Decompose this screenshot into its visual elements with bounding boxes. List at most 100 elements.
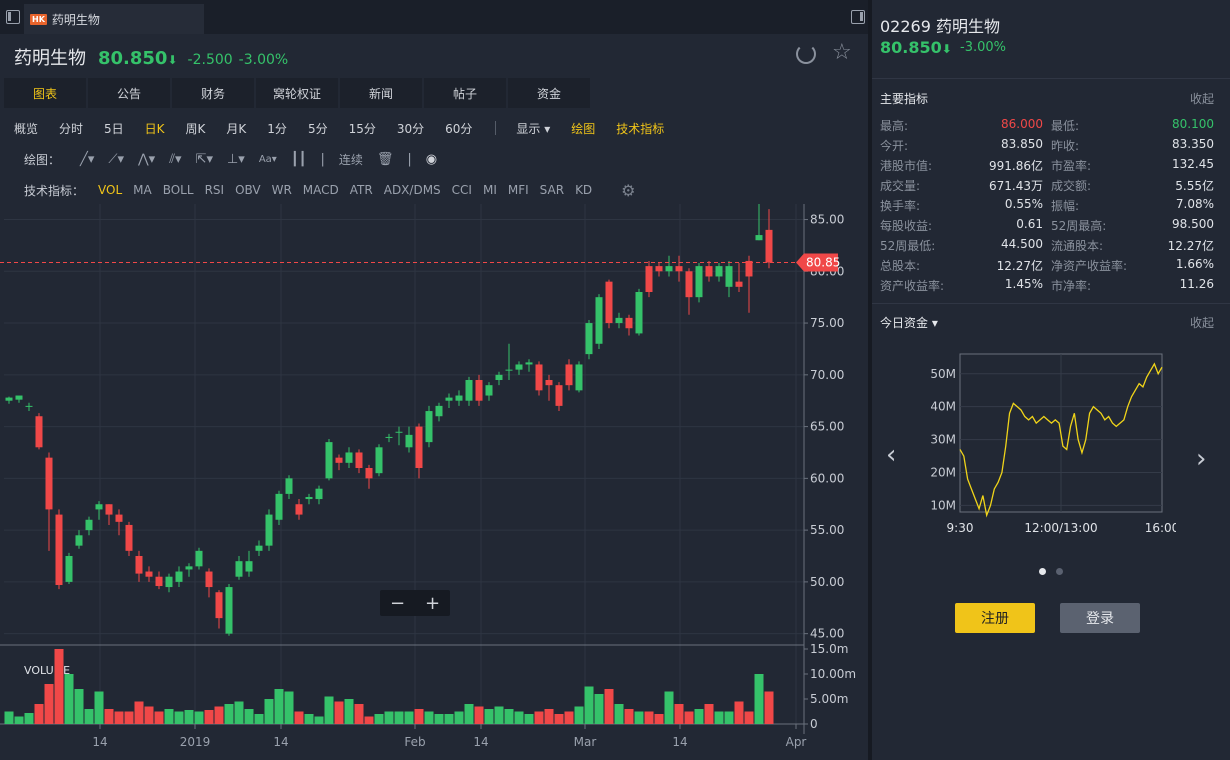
mini-y-label: 10M [930, 498, 956, 512]
measure-tool-icon[interactable]: ⊥▾ [226, 151, 245, 167]
volume-bar [254, 714, 264, 724]
candle-body [305, 496, 313, 500]
sidebar-toggle-icon[interactable] [6, 10, 20, 24]
period-5min[interactable]: 5分 [307, 121, 328, 136]
metric-label: 52周最低: [880, 238, 936, 253]
volume-bar [664, 691, 674, 724]
metric-cell: 成交额: 5.55亿 [1051, 177, 1214, 194]
candle-tool-icon[interactable]: ┃┃ [290, 151, 307, 167]
period-week-k[interactable]: 周K [185, 121, 206, 136]
arrow-tool-icon[interactable]: ⇱▾ [195, 151, 213, 167]
eye-icon[interactable]: ◉ [425, 151, 438, 167]
indicator-boll[interactable]: BOLL [162, 183, 194, 197]
candle-body [515, 364, 523, 370]
indicator-ma[interactable]: MA [133, 183, 152, 197]
display-dropdown[interactable]: 显示 ▾ [516, 121, 551, 136]
volume-bar [754, 674, 764, 724]
volume-bar [524, 714, 534, 724]
draw-button[interactable]: 绘图 [571, 121, 596, 136]
ray-tool-icon[interactable]: ⟋▾ [108, 151, 125, 167]
panel-toggle-icon[interactable] [851, 10, 865, 24]
candle-body [145, 571, 153, 577]
login-button[interactable]: 登录 [1060, 603, 1140, 633]
candlestick-chart[interactable]: 85.0080.0075.0070.0065.0060.0055.0050.00… [0, 204, 868, 760]
text-tool-icon[interactable]: Aa▾ [258, 153, 277, 165]
period-15min[interactable]: 15分 [348, 121, 376, 136]
channel-tool-icon[interactable]: ⫽▾ [169, 151, 182, 167]
indicator-sar[interactable]: SAR [539, 183, 565, 197]
candle-body [675, 266, 683, 272]
metric-cell: 今开: 83.850 [880, 137, 1051, 154]
gear-icon[interactable]: ⚙ [621, 180, 636, 200]
volume-bar [474, 706, 484, 724]
indicator-rsi[interactable]: RSI [204, 183, 225, 197]
metrics-row: 今开: 83.850 昨收: 83.350 [880, 135, 1214, 155]
volume-bar [484, 709, 494, 724]
fund-title[interactable]: 今日资金 ▾ [880, 316, 938, 330]
indicator-mfi[interactable]: MFI [507, 183, 529, 197]
indicator-wr[interactable]: WR [271, 183, 292, 197]
indicator-adx[interactable]: ADX/DMS [383, 183, 441, 197]
wave-tool-icon[interactable]: ⋀▾ [138, 151, 156, 167]
metrics-title: 主要指标 [880, 92, 929, 106]
trash-icon[interactable]: 🗑 [376, 151, 394, 167]
tab-warrants[interactable]: 窝轮权证 [256, 78, 338, 108]
continuous-toggle[interactable]: 连续 [338, 152, 363, 167]
indicator-macd[interactable]: MACD [302, 183, 339, 197]
x-tick-label: 14 [92, 735, 107, 749]
prev-arrow-icon[interactable]: ‹ [886, 440, 897, 470]
tab-chart[interactable]: 图表 [4, 78, 86, 108]
tab-announcements[interactable]: 公告 [88, 78, 170, 108]
volume-bar [324, 696, 334, 724]
carousel-dot[interactable] [1056, 568, 1063, 575]
period-60min[interactable]: 60分 [445, 121, 473, 136]
period-overview[interactable]: 概览 [14, 121, 39, 136]
period-30min[interactable]: 30分 [396, 121, 425, 136]
candle-body [285, 478, 293, 494]
metric-value: 991.86亿 [989, 158, 1043, 173]
indicator-obv[interactable]: OBV [235, 183, 261, 197]
refresh-icon[interactable] [796, 44, 816, 64]
volume-bar [74, 689, 84, 724]
line-tool-icon[interactable]: ╱▾ [80, 151, 95, 167]
metric-label: 流通股本: [1051, 238, 1104, 253]
volume-bar [64, 674, 74, 724]
period-timeshare[interactable]: 分时 [59, 121, 84, 136]
mini-y-label: 20M [930, 466, 956, 480]
period-5day[interactable]: 5日 [104, 121, 124, 136]
star-icon[interactable]: ☆ [832, 40, 852, 65]
candle-body [325, 442, 333, 479]
period-month-k[interactable]: 月K [226, 121, 247, 136]
register-button[interactable]: 注册 [955, 603, 1035, 633]
indicator-vol[interactable]: VOL [98, 183, 123, 197]
chart-bg [0, 204, 868, 760]
volume-bar [144, 706, 154, 724]
period-1min[interactable]: 1分 [267, 121, 287, 136]
metric-label: 成交额: [1051, 178, 1092, 193]
period-day-k[interactable]: 日K [144, 121, 165, 136]
zoom-in-button[interactable]: + [425, 593, 440, 614]
metrics-collapse-button[interactable]: 收起 [1189, 92, 1214, 106]
indicator-atr[interactable]: ATR [349, 183, 373, 197]
divider [872, 78, 1230, 79]
candle-body [415, 426, 423, 468]
carousel-dot[interactable] [1039, 568, 1046, 575]
tab-posts[interactable]: 帖子 [424, 78, 506, 108]
volume-bar [284, 691, 294, 724]
candle-body [25, 405, 33, 407]
indicator-mi[interactable]: MI [482, 183, 497, 197]
volume-bar [494, 706, 504, 724]
metric-label: 最低: [1051, 118, 1080, 133]
indicator-cci[interactable]: CCI [451, 183, 472, 197]
tech-indicator-button[interactable]: 技术指标 [616, 121, 665, 136]
stock-tab[interactable]: HK 药明生物 [24, 4, 204, 34]
tab-financials[interactable]: 财务 [172, 78, 254, 108]
tab-funds[interactable]: 资金 [508, 78, 590, 108]
metric-label: 振幅: [1051, 198, 1080, 213]
next-arrow-icon[interactable]: › [1196, 444, 1207, 474]
zoom-out-button[interactable]: − [390, 593, 405, 614]
tab-news[interactable]: 新闻 [340, 78, 422, 108]
indicator-kd[interactable]: KD [575, 183, 593, 197]
fund-collapse-button[interactable]: 收起 [1189, 316, 1214, 330]
candle-body [15, 395, 23, 400]
